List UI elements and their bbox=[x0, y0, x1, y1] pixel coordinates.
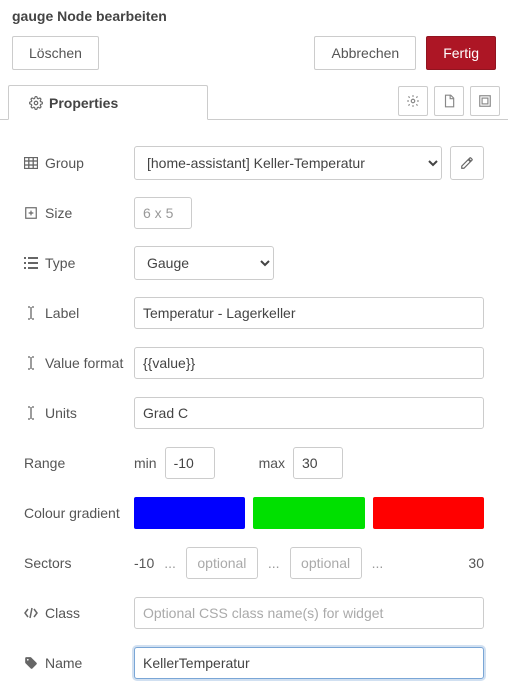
i-cursor-icon bbox=[24, 356, 38, 370]
range-max-input[interactable] bbox=[293, 447, 343, 479]
range-min-input[interactable] bbox=[165, 447, 215, 479]
appearance-tab-icon[interactable] bbox=[470, 86, 500, 116]
sector-dots: ... bbox=[162, 555, 178, 571]
done-button[interactable]: Fertig bbox=[426, 36, 496, 70]
sectors-min-text: -10 bbox=[134, 555, 154, 571]
class-input[interactable] bbox=[134, 597, 484, 629]
group-select[interactable]: [home-assistant] Keller-Temperatur bbox=[134, 146, 442, 180]
name-label: Name bbox=[45, 655, 82, 671]
tab-properties[interactable]: Properties bbox=[8, 85, 208, 120]
units-label: Units bbox=[45, 405, 77, 421]
dialog-title: gauge Node bearbeiten bbox=[0, 0, 508, 36]
i-cursor-icon bbox=[24, 406, 38, 420]
colour-swatch-2[interactable] bbox=[253, 497, 364, 529]
colour-swatch-1[interactable] bbox=[134, 497, 245, 529]
sectors-max-text: 30 bbox=[468, 555, 484, 571]
sectors-label: Sectors bbox=[24, 555, 71, 571]
group-label: Group bbox=[45, 155, 84, 171]
class-label: Class bbox=[45, 605, 80, 621]
sector-1-input[interactable] bbox=[186, 547, 258, 579]
type-select[interactable]: Gauge bbox=[134, 246, 274, 280]
units-input[interactable] bbox=[134, 397, 484, 429]
label-label: Label bbox=[45, 305, 79, 321]
code-icon bbox=[24, 607, 38, 619]
sector-dots: ... bbox=[266, 555, 282, 571]
type-label: Type bbox=[45, 255, 75, 271]
size-input[interactable] bbox=[134, 197, 192, 229]
sector-dots: ... bbox=[370, 555, 386, 571]
i-cursor-icon bbox=[24, 306, 38, 320]
min-label: min bbox=[134, 455, 157, 471]
value-format-label: Value format bbox=[45, 355, 123, 371]
colour-gradient-label: Colour gradient bbox=[24, 505, 120, 521]
gear-icon bbox=[29, 96, 43, 110]
sector-2-input[interactable] bbox=[290, 547, 362, 579]
max-label: max bbox=[259, 455, 285, 471]
list-icon bbox=[24, 257, 38, 269]
colour-swatch-3[interactable] bbox=[373, 497, 484, 529]
table-icon bbox=[24, 157, 38, 169]
arrows-icon bbox=[24, 206, 38, 220]
settings-tab-icon[interactable] bbox=[398, 86, 428, 116]
delete-button[interactable]: Löschen bbox=[12, 36, 99, 70]
tag-icon bbox=[24, 656, 38, 670]
cancel-button[interactable]: Abbrechen bbox=[314, 36, 416, 70]
docs-tab-icon[interactable] bbox=[434, 86, 464, 116]
range-label: Range bbox=[24, 455, 65, 471]
edit-group-button[interactable] bbox=[450, 146, 484, 180]
size-label: Size bbox=[45, 205, 72, 221]
label-input[interactable] bbox=[134, 297, 484, 329]
name-input[interactable] bbox=[134, 647, 484, 679]
value-format-input[interactable] bbox=[134, 347, 484, 379]
tab-properties-label: Properties bbox=[49, 95, 118, 111]
